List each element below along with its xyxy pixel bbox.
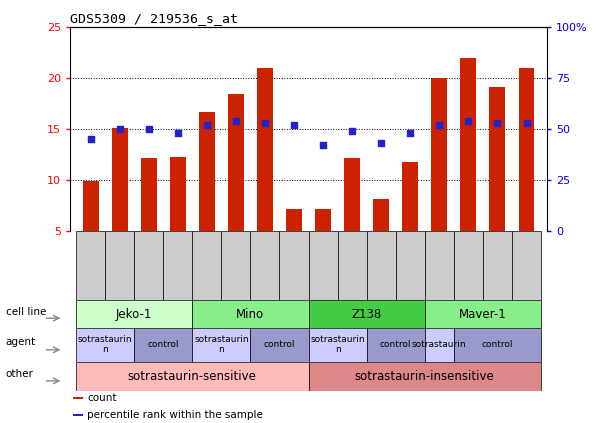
Point (289, 121, 299, 128)
Text: percentile rank within the sample: percentile rank within the sample (87, 410, 263, 420)
Point (202, 121, 212, 128)
Text: sotrastaurin
n: sotrastaurin n (310, 335, 365, 354)
Point (318, 142, 328, 148)
Bar (431, 78, 447, 231)
Bar (199, 112, 215, 231)
Point (376, 140, 386, 147)
Text: Jeko-1: Jeko-1 (116, 308, 152, 321)
Bar (279, 231, 309, 300)
Bar (163, 231, 192, 300)
Point (522, 120, 532, 126)
Bar (76, 362, 309, 391)
Bar (425, 300, 541, 328)
Bar (251, 231, 279, 300)
Text: sotrastaurin
n: sotrastaurin n (194, 335, 249, 354)
Text: control: control (481, 340, 513, 349)
Text: Maver-1: Maver-1 (459, 308, 507, 321)
Bar (483, 231, 512, 300)
Text: sotrastaurin
n: sotrastaurin n (78, 335, 133, 354)
Bar (105, 231, 134, 300)
Bar (489, 88, 505, 231)
Bar (73, 414, 83, 416)
Bar (192, 300, 309, 328)
Bar (396, 231, 425, 300)
Bar (257, 68, 273, 231)
Text: Mino: Mino (236, 308, 265, 321)
Bar (82, 181, 98, 231)
Point (231, 118, 241, 124)
Bar (286, 209, 302, 231)
Text: control: control (264, 340, 295, 349)
Bar (251, 328, 309, 362)
Bar (309, 362, 541, 391)
Bar (519, 68, 535, 231)
Bar (454, 328, 541, 362)
Bar (373, 199, 389, 231)
Bar (309, 231, 338, 300)
Bar (309, 328, 367, 362)
Bar (367, 231, 396, 300)
Bar (141, 159, 156, 231)
Bar (134, 231, 163, 300)
Point (144, 126, 153, 132)
Text: sotrastaurin-insensitive: sotrastaurin-insensitive (355, 370, 495, 383)
Bar (221, 231, 251, 300)
Text: Z138: Z138 (351, 308, 382, 321)
Point (260, 120, 270, 126)
Point (86, 136, 95, 143)
Point (405, 130, 415, 137)
Text: cell line: cell line (5, 307, 46, 317)
Text: agent: agent (5, 337, 36, 347)
Bar (338, 231, 367, 300)
Bar (425, 328, 454, 362)
Text: GDS5309 / 219536_s_at: GDS5309 / 219536_s_at (70, 12, 238, 25)
Text: count: count (87, 393, 117, 403)
Bar (228, 94, 244, 231)
Bar (192, 231, 221, 300)
Text: other: other (5, 369, 34, 379)
Bar (112, 128, 128, 231)
Bar (512, 231, 541, 300)
Bar (309, 300, 425, 328)
Point (464, 118, 474, 124)
Text: sotrastaurin-sensitive: sotrastaurin-sensitive (128, 370, 257, 383)
Bar (344, 159, 360, 231)
Point (434, 121, 444, 128)
Bar (461, 58, 477, 231)
Bar (425, 231, 454, 300)
Bar (76, 328, 134, 362)
Bar (402, 162, 419, 231)
Bar (76, 300, 192, 328)
Bar (315, 209, 331, 231)
Text: sotrastaurin: sotrastaurin (412, 340, 467, 349)
Point (347, 128, 357, 135)
Bar (76, 231, 105, 300)
Bar (454, 231, 483, 300)
Bar (170, 157, 186, 231)
Text: control: control (147, 340, 179, 349)
Point (173, 130, 183, 137)
Point (492, 120, 502, 126)
Bar (367, 328, 425, 362)
Bar (134, 328, 192, 362)
Point (115, 126, 125, 132)
Bar (73, 397, 83, 399)
Text: control: control (380, 340, 411, 349)
Bar (192, 328, 251, 362)
